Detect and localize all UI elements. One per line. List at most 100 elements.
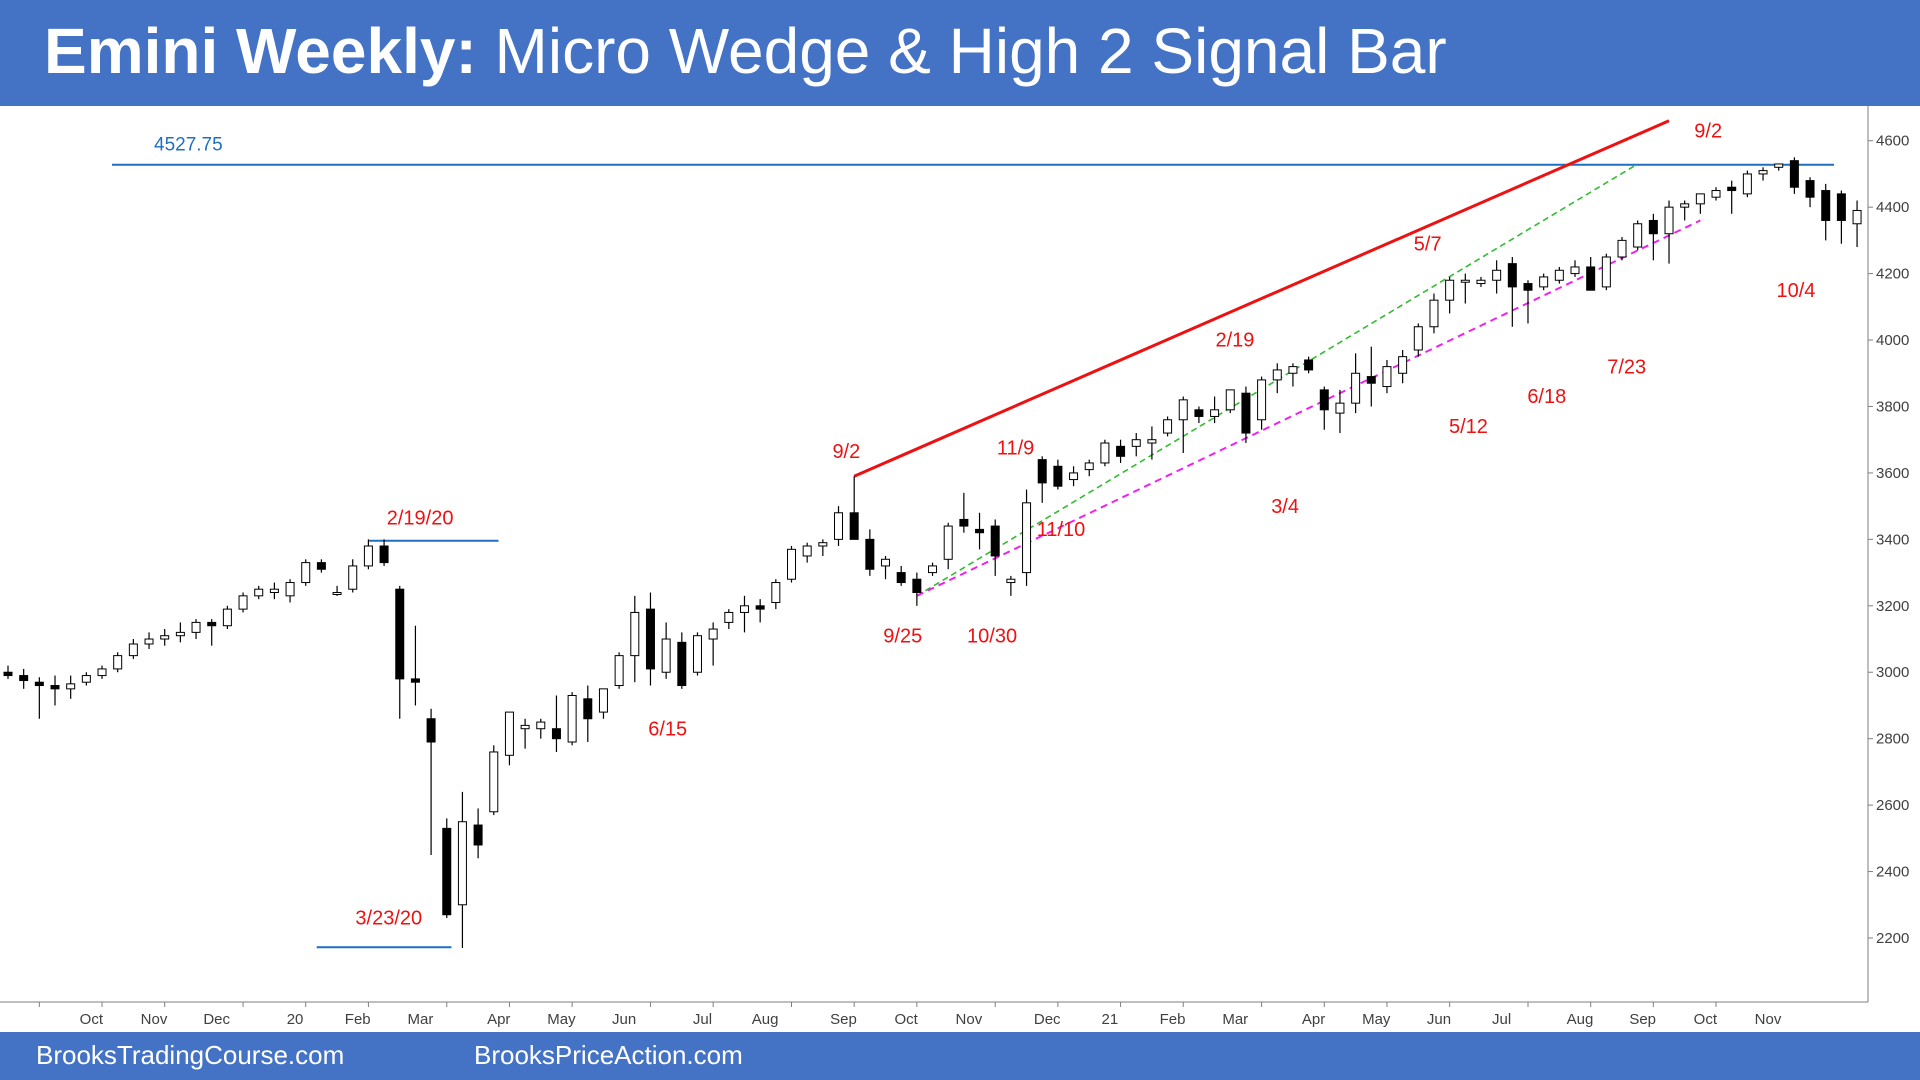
- candle-body: [677, 641, 687, 687]
- candle-body: [536, 721, 546, 730]
- annotation-label: 7/23: [1607, 356, 1646, 378]
- candle-body: [3, 671, 13, 677]
- annotation-label: 2/19/20: [387, 507, 454, 529]
- x-tick-label: Oct: [80, 1011, 104, 1028]
- candle-body: [1445, 279, 1455, 301]
- candle-body: [1789, 160, 1799, 188]
- x-tick-label: Sep: [1629, 1011, 1656, 1028]
- candle-body: [583, 698, 593, 720]
- candle-body: [473, 824, 483, 846]
- candle-body: [834, 512, 844, 540]
- candle-body: [1022, 502, 1032, 574]
- candle-body: [379, 545, 389, 564]
- annotation-label: 3/23/20: [355, 908, 422, 930]
- candle-body: [426, 718, 436, 743]
- candle-body: [1116, 445, 1126, 457]
- footer-link-brookspriceaction[interactable]: BrooksPriceAction.com: [474, 1040, 743, 1070]
- candle-body: [661, 638, 671, 673]
- y-tick-label: 4600: [1876, 133, 1909, 150]
- y-tick-label: 4200: [1876, 266, 1909, 283]
- candle-body: [990, 525, 1000, 557]
- footer-bar: BrooksTradingCourse.com BrooksPriceActio…: [0, 1032, 1920, 1080]
- y-tick-label: 2400: [1876, 864, 1909, 881]
- candle-body: [1288, 366, 1298, 374]
- annotation-label: 5/12: [1449, 416, 1488, 438]
- candle-body: [1727, 186, 1737, 192]
- annotation-label: 3/4: [1271, 496, 1299, 518]
- annotation-label: 9/2: [1694, 120, 1722, 142]
- footer-link-brookstradingcourse[interactable]: BrooksTradingCourse.com: [36, 1040, 345, 1070]
- candle-body: [457, 821, 467, 906]
- x-tick-label: May: [547, 1011, 576, 1028]
- candle-body: [692, 635, 702, 673]
- candle-body: [504, 711, 514, 756]
- candle-body: [1711, 190, 1721, 198]
- y-tick-label: 3400: [1876, 531, 1909, 548]
- candle-body: [269, 588, 279, 594]
- candle-body: [818, 542, 828, 547]
- candle-body: [771, 582, 781, 603]
- candle-body: [97, 668, 107, 677]
- candle-body: [66, 683, 76, 690]
- level-label-4527: 4527.75: [154, 135, 223, 156]
- candle-body: [1335, 402, 1345, 414]
- candle-body: [19, 675, 29, 682]
- candle-body: [1664, 206, 1674, 235]
- x-tick-label: Nov: [141, 1011, 168, 1028]
- axes-group: 2200 2400 2600 2800 3000 3200 3400 3600 3800 4000…: [0, 106, 1909, 1028]
- candle-body: [739, 605, 749, 613]
- candle-body: [175, 631, 185, 637]
- candle-body: [285, 582, 295, 597]
- candle-body: [238, 595, 248, 610]
- candle-body: [1821, 190, 1831, 221]
- x-tick-label: Oct: [1694, 1011, 1718, 1028]
- y-tick-label: 3600: [1876, 465, 1909, 482]
- x-tick-label: Dec: [1034, 1011, 1061, 1028]
- candle-body: [160, 635, 170, 640]
- candle-body: [1633, 223, 1643, 248]
- title-bar: Emini Weekly: Micro Wedge & High 2 Signa…: [0, 0, 1920, 106]
- annotation-label: 9/25: [883, 625, 922, 647]
- candle-body: [301, 562, 311, 584]
- candle-body: [1460, 279, 1470, 283]
- candle-body: [1554, 269, 1564, 281]
- candle-body: [1319, 389, 1329, 411]
- candle-body: [1617, 239, 1627, 258]
- candle-body: [1006, 578, 1016, 584]
- y-tick-label: 4400: [1876, 199, 1909, 216]
- candle-body: [348, 565, 358, 590]
- candle-body: [128, 643, 138, 657]
- candle-body: [849, 512, 859, 540]
- candle-body: [630, 611, 640, 657]
- candle-body: [410, 678, 420, 683]
- candle-body: [614, 655, 624, 687]
- candle-body: [1805, 180, 1815, 198]
- candle-body: [1053, 465, 1063, 487]
- candle-body: [1586, 266, 1596, 291]
- candle-body: [943, 525, 953, 560]
- candle-body: [50, 685, 60, 690]
- annotation-label: 10/30: [967, 625, 1017, 647]
- candle-body: [959, 518, 969, 527]
- candle-body: [645, 608, 655, 670]
- x-tick-label: Mar: [407, 1011, 433, 1028]
- y-tick-label: 3000: [1876, 664, 1909, 681]
- x-tick-label: Feb: [345, 1011, 371, 1028]
- candle-body: [1758, 170, 1768, 175]
- candle-body: [144, 638, 154, 645]
- annotation-label: 11/10: [1037, 519, 1086, 541]
- x-tick-label: Aug: [752, 1011, 779, 1028]
- page-title: Emini Weekly: Micro Wedge & High 2 Signa…: [44, 14, 1447, 88]
- candle-body: [802, 545, 812, 557]
- x-tick-label: 21: [1102, 1011, 1119, 1028]
- trendline-solid-red: [853, 119, 1670, 478]
- candle-body: [191, 621, 201, 633]
- candle-body: [1539, 276, 1549, 288]
- candle-body: [520, 724, 530, 730]
- y-tick-label: 2600: [1876, 797, 1909, 814]
- candle-body: [442, 827, 452, 916]
- x-tick-label: Dec: [203, 1011, 230, 1028]
- x-tick-label: May: [1362, 1011, 1391, 1028]
- candle-body: [1680, 203, 1690, 208]
- title-bold: Emini Weekly:: [44, 15, 477, 87]
